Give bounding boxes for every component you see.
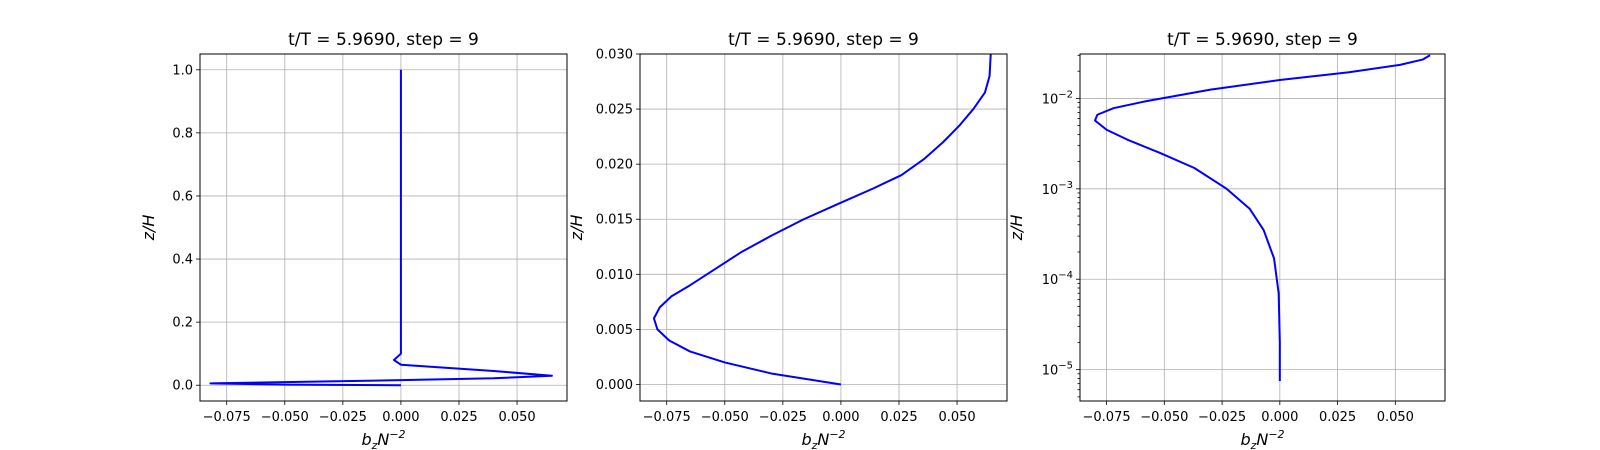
chart-panel-3: −0.075 −0.050 −0.025 0.000 0.025 0.050 10−5 10−… <box>1007 30 1446 450</box>
x-tick-label: 0.050 <box>1377 410 1414 425</box>
x-tick-label: −0.050 <box>1140 410 1188 425</box>
y-tick-label: 0.6 <box>172 189 193 204</box>
y-tick-label: 1.0 <box>172 63 193 78</box>
y-tick-label: 10−2 <box>1042 89 1073 107</box>
x-tick-label: 0.000 <box>382 410 419 425</box>
y-tick-label: 0.005 <box>596 323 633 338</box>
chart-panel-2: −0.075 −0.050 −0.025 0.000 0.025 0.050 0.000 0.… <box>567 30 1008 450</box>
y-tick-label: 10−3 <box>1042 180 1073 198</box>
profile-line <box>652 53 992 386</box>
y-tick-label: 0.8 <box>172 126 193 141</box>
x-tick-label: 0.025 <box>880 410 917 425</box>
x-axis-label: bzN−2 <box>1240 428 1284 450</box>
x-tick-label: −0.050 <box>701 410 749 425</box>
y-tick-label: 0.2 <box>172 316 193 331</box>
x-tick-label: −0.025 <box>1198 410 1246 425</box>
x-tick-label: −0.025 <box>319 410 367 425</box>
plot-frame <box>199 53 568 402</box>
x-tick-label: −0.025 <box>759 410 807 425</box>
y-axis-label: z/H <box>567 215 586 242</box>
x-tick-label: −0.050 <box>261 410 309 425</box>
plot-frame <box>1079 53 1446 402</box>
x-axis-label: bzN−2 <box>801 428 845 450</box>
y-tick-label: 0.025 <box>596 103 633 118</box>
x-tick-label: −0.075 <box>1083 410 1131 425</box>
y-tick-label: 10−4 <box>1042 270 1073 288</box>
x-tick-label: 0.000 <box>822 410 859 425</box>
x-tick-label: −0.075 <box>643 410 691 425</box>
x-tick-label: −0.075 <box>203 410 251 425</box>
y-tick-label: 0.020 <box>596 158 633 173</box>
chart-panel-1: −0.075 −0.050 −0.025 0.000 0.025 0.050 0.0 0.2 0… <box>139 30 568 450</box>
y-tick-label: 0.4 <box>172 253 193 268</box>
y-tick-label: 0.015 <box>596 213 633 228</box>
y-tick-label: 0.0 <box>172 379 193 394</box>
x-tick-label: 0.025 <box>440 410 477 425</box>
y-axis-label: z/H <box>1007 215 1026 242</box>
chart-title: t/T = 5.9690, step = 9 <box>728 30 919 50</box>
x-tick-label: 0.050 <box>938 410 975 425</box>
y-tick-label: 0.000 <box>596 378 633 393</box>
y-tick-label: 0.030 <box>596 48 633 63</box>
y-tick-label: 10−5 <box>1042 361 1073 379</box>
y-tick-label: 0.010 <box>596 268 633 283</box>
x-tick-label: 0.000 <box>1261 410 1298 425</box>
chart-title: t/T = 5.9690, step = 9 <box>288 30 479 50</box>
x-tick-label: 0.050 <box>498 410 535 425</box>
x-tick-label: 0.025 <box>1319 410 1356 425</box>
plot-frame <box>639 53 1008 402</box>
profile-line <box>209 69 553 387</box>
x-axis-label: bzN−2 <box>361 428 405 450</box>
y-axis-label: z/H <box>139 215 158 242</box>
profile-line <box>1094 54 1431 381</box>
chart-title: t/T = 5.9690, step = 9 <box>1167 30 1358 50</box>
